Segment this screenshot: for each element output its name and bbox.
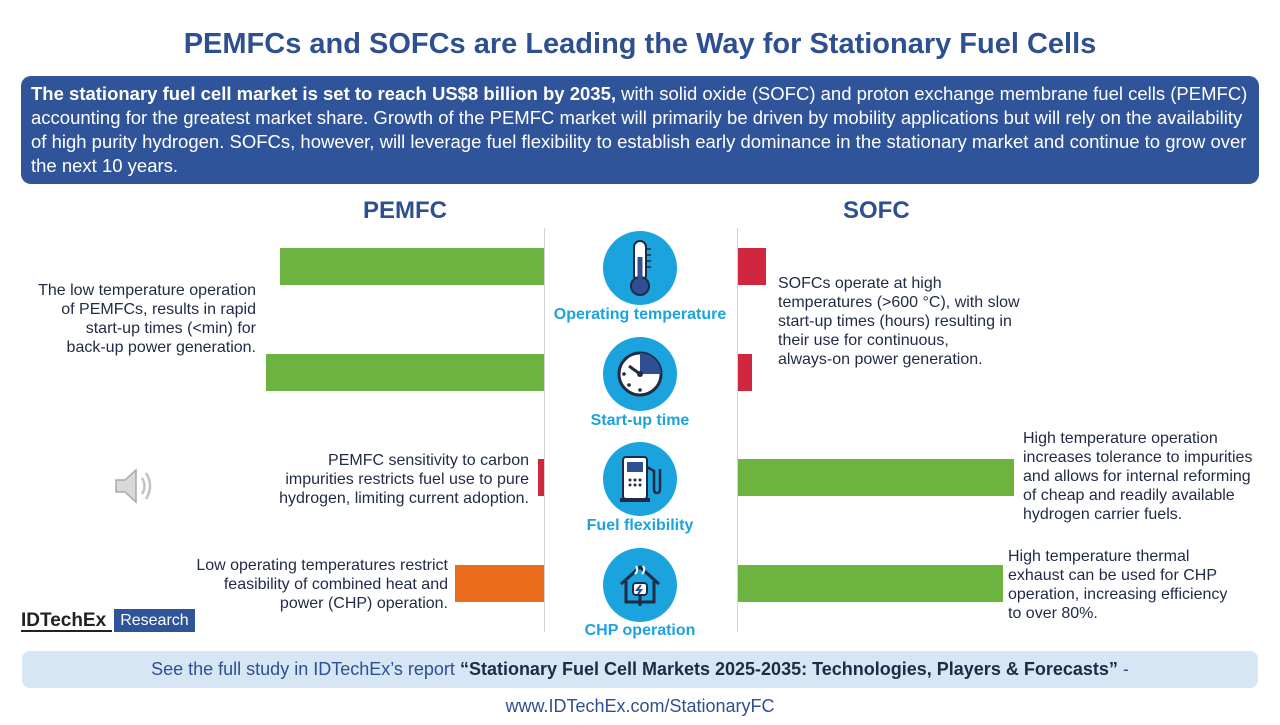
sofc-temperature-note: SOFCs operate at high temperatures (>600… (778, 274, 1048, 369)
sofc-bar (738, 354, 752, 391)
note-line: hydrogen carrier fuels. (1023, 506, 1183, 523)
note-line: power (CHP) operation. (279, 595, 448, 612)
note-line: always-on power generation. (778, 351, 983, 368)
speaker-icon[interactable] (112, 464, 158, 513)
pemfc-fuel-note: PEMFC sensitivity to carbon impurities r… (262, 451, 529, 508)
pemfc-bar (538, 459, 544, 496)
sofc-chp-note: High temperature thermal exhaust can be … (1008, 547, 1258, 623)
intro-banner: The stationary fuel cell market is set t… (21, 76, 1259, 184)
sofc-bar (738, 248, 766, 285)
pemfc-chp-note: Low operating temperatures restrict feas… (178, 556, 448, 613)
fuel-pump-icon (603, 442, 677, 516)
footer-prefix: See the full study in IDTechEx’s report (151, 659, 460, 679)
note-line: hydrogen, limiting current adoption. (279, 490, 529, 507)
footer-link[interactable]: - www.IDTechEx.com/StationaryFC (505, 659, 1129, 716)
thermometer-icon (603, 231, 677, 305)
category-label-startup: Start-up time (590, 412, 690, 429)
note-line: their use for continuous, (778, 332, 949, 349)
idtechex-logo: IDTechEx Research (21, 609, 195, 632)
sofc-fuel-note: High temperature operation increases tol… (1023, 429, 1273, 524)
category-label-temp: Operating temperature (553, 306, 727, 323)
note-line: of cheap and readily available (1023, 487, 1235, 504)
pemfc-header: PEMFC (363, 197, 447, 224)
pemfc-bar (280, 248, 544, 285)
page-title: PEMFCs and SOFCs are Leading the Way for… (183, 28, 1097, 60)
logo-tag: Research (114, 609, 195, 632)
category-label-chp: CHP operation (584, 622, 696, 639)
sofc-header: SOFC (843, 197, 910, 224)
note-line: The low temperature operation (38, 282, 256, 299)
sofc-bar (738, 565, 1003, 602)
note-line: operation, increasing efficiency (1008, 586, 1228, 603)
footer-banner[interactable]: See the full study in IDTechEx’s report … (22, 651, 1258, 716)
note-line: and allows for internal reforming (1023, 468, 1251, 485)
note-line: SOFCs operate at high (778, 275, 942, 292)
note-line: start-up times (<min) for (85, 320, 256, 337)
logo-brand: IDTechEx (21, 609, 113, 632)
note-line: High temperature operation (1023, 430, 1218, 447)
note-line: start-up times (hours) resulting in (778, 313, 1012, 330)
note-line: Low operating temperatures restrict (196, 557, 448, 574)
intro-bold: The stationary fuel cell market is set t… (31, 83, 617, 104)
sofc-bar (738, 459, 1014, 496)
note-line: impurities restricts fuel use to pure (285, 471, 529, 488)
note-line: High temperature thermal (1008, 548, 1190, 565)
pemfc-bar (266, 354, 544, 391)
category-label-fuel: Fuel flexibility (586, 517, 694, 534)
note-line: back-up power generation. (66, 339, 256, 356)
note-line: to over 80%. (1008, 605, 1098, 622)
stopwatch-icon (603, 337, 677, 411)
right-divider (737, 228, 738, 632)
intro-text: with solid oxide (SOFC) and proton excha… (31, 83, 1248, 176)
note-line: feasibility of combined heat and (223, 576, 448, 593)
footer-report-title: “Stationary Fuel Cell Markets 2025-2035:… (459, 659, 1118, 679)
note-line: exhaust can be used for CHP (1008, 567, 1218, 584)
note-line: of PEMFCs, results in rapid (61, 301, 256, 318)
house-plug-icon (603, 548, 677, 622)
note-line: temperatures (>600 °C), with slow (778, 294, 1020, 311)
pemfc-temperature-note: The low temperature operation of PEMFCs,… (30, 281, 256, 357)
left-divider (544, 228, 545, 632)
pemfc-bar (455, 565, 544, 602)
note-line: PEMFC sensitivity to carbon (328, 452, 529, 469)
note-line: increases tolerance to impurities (1023, 449, 1253, 466)
